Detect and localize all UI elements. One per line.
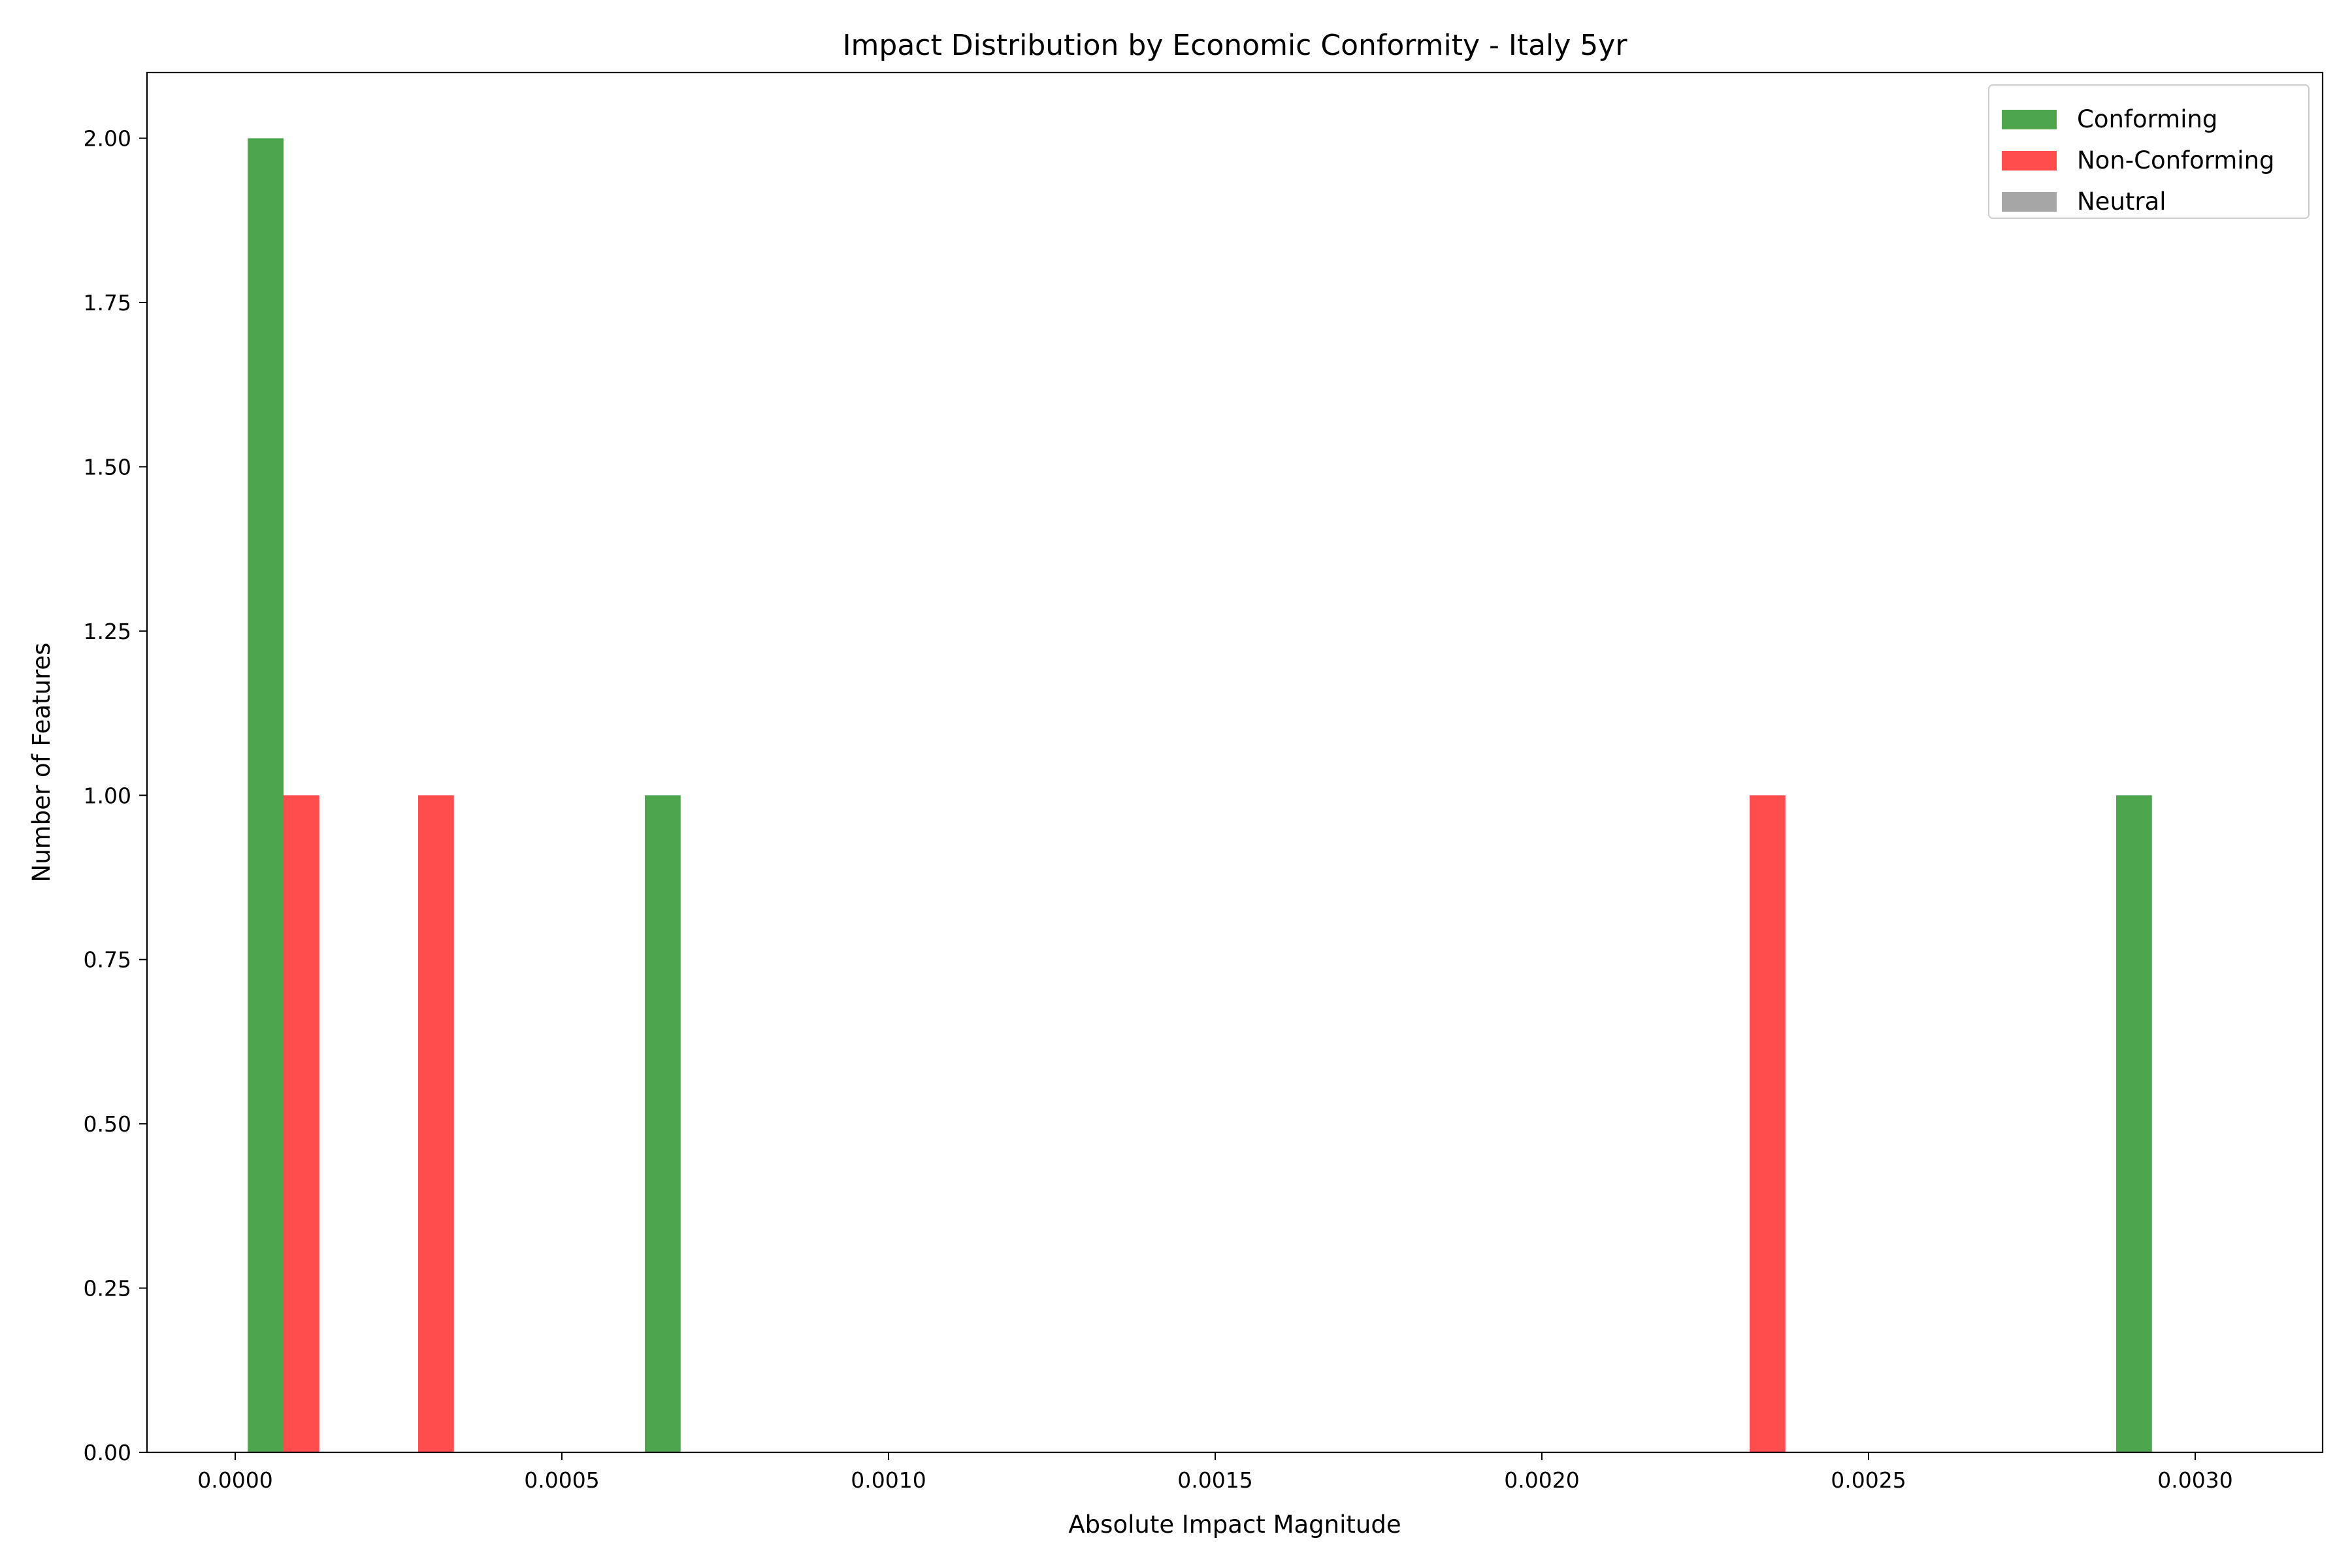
x-axis-ticks: 0.0000 0.0005 0.0010 0.0015 0.0020 0.0025 0.00…	[197, 1452, 2233, 1493]
x-tick-label: 0.0010	[851, 1467, 926, 1493]
x-tick-label: 0.0020	[1504, 1467, 1579, 1493]
bar-non-conforming-2	[1750, 795, 1786, 1452]
y-tick-label: 2.00	[84, 126, 131, 152]
y-tick-label: 1.25	[84, 619, 131, 644]
x-tick-label: 0.0005	[524, 1467, 599, 1493]
y-tick-label: 0.50	[84, 1111, 131, 1137]
y-tick-label: 0.25	[84, 1276, 131, 1301]
chart-title: Impact Distribution by Economic Conformi…	[843, 29, 1628, 62]
y-tick-label: 1.50	[84, 454, 131, 480]
bar-non-conforming-1	[418, 795, 454, 1452]
x-axis-label: Absolute Impact Magnitude	[1068, 1511, 1401, 1539]
legend-swatch-conforming	[2002, 110, 2057, 129]
bar-conforming-0	[248, 138, 284, 1453]
y-tick-label: 0.75	[84, 947, 131, 973]
x-tick-label: 0.0000	[197, 1467, 272, 1493]
x-tick-label: 0.0025	[1831, 1467, 1906, 1493]
x-tick-label: 0.0030	[2157, 1467, 2232, 1493]
bar-non-conforming-0	[284, 795, 319, 1452]
axes-frame	[146, 71, 2324, 1454]
legend-label-non-conforming: Non-Conforming	[2077, 146, 2275, 174]
y-axis-ticks: 0.00 0.25 0.50 0.75 1.00 1.25 1.50 1.75 2.00	[84, 126, 147, 1465]
plot-area	[146, 71, 2324, 1454]
y-axis-label: Number of Features	[27, 643, 56, 883]
bar-conforming-2	[2116, 795, 2152, 1452]
bar-conforming-1	[645, 795, 681, 1452]
legend-label-conforming: Conforming	[2077, 105, 2217, 133]
legend-box	[1988, 84, 2310, 219]
legend-swatch-non-conforming	[2002, 151, 2057, 171]
y-tick-label: 1.75	[84, 290, 131, 316]
legend-label-neutral: Neutral	[2077, 188, 2166, 216]
x-tick-label: 0.0015	[1177, 1467, 1252, 1493]
y-tick-label: 0.00	[84, 1440, 131, 1465]
legend-swatch-neutral	[2002, 192, 2057, 212]
y-tick-label: 1.00	[84, 783, 131, 808]
legend: Conforming Non-Conforming Neutral	[1988, 84, 2310, 219]
